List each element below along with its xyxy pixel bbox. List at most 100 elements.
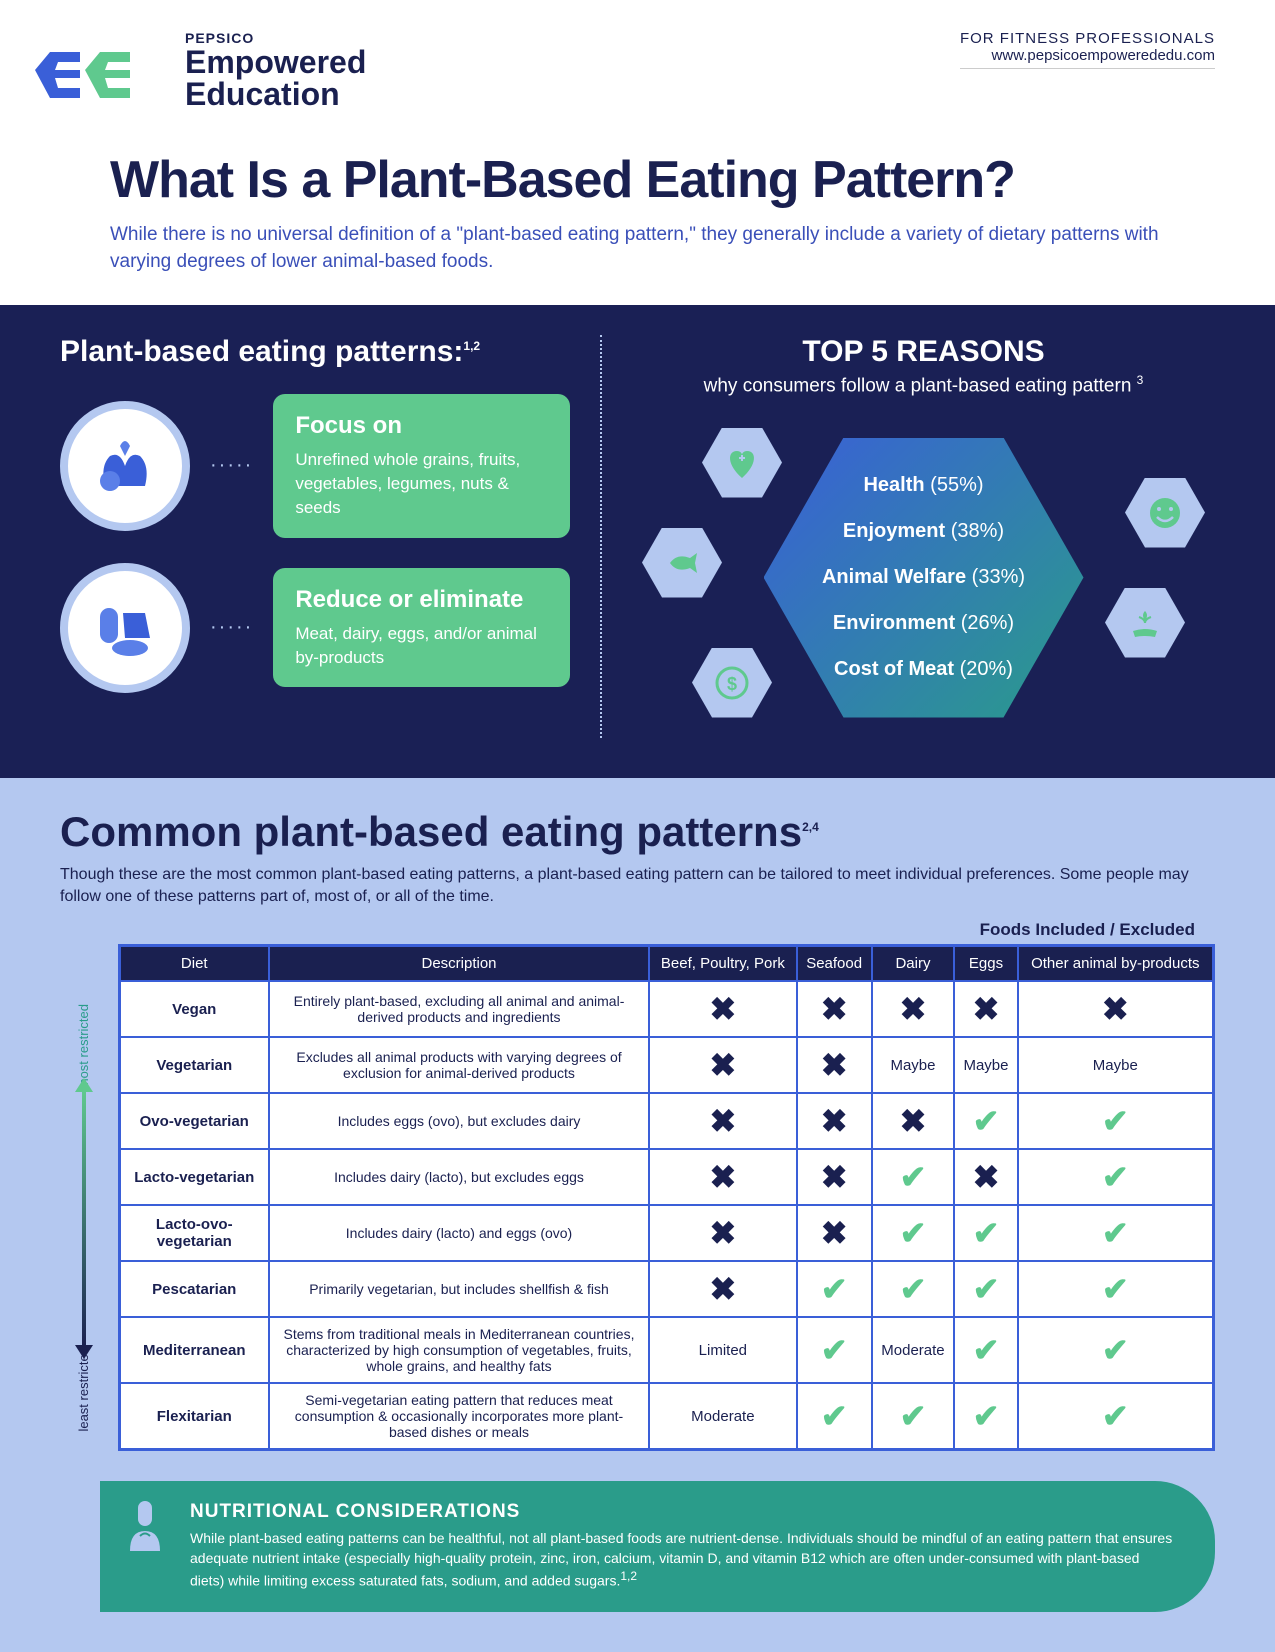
mark-cell: ✔	[872, 1205, 955, 1261]
focus-title: Focus on	[295, 412, 548, 440]
mark-cell: ✖	[797, 1205, 872, 1261]
mark-cell: ✔	[1018, 1317, 1214, 1383]
mark-cell: ✖	[954, 981, 1017, 1037]
diet-desc-cell: Semi-vegetarian eating pattern that redu…	[269, 1383, 649, 1450]
reduce-title: Reduce or eliminate	[295, 586, 548, 614]
header-url: www.pepsicoempowerededu.com	[960, 47, 1215, 64]
diet-desc-cell: Includes eggs (ovo), but excludes dairy	[269, 1093, 649, 1149]
table-header: Other animal by-products	[1018, 946, 1214, 982]
mark-cell: ✖	[649, 1149, 797, 1205]
table-header: Description	[269, 946, 649, 982]
light-section: Common plant-based eating patterns2,4 Th…	[0, 778, 1275, 1652]
reduce-row: ····· Reduce or eliminate Meat, dairy, e…	[60, 563, 570, 693]
mark-cell: ✔	[872, 1149, 955, 1205]
diet-desc-cell: Excludes all animal products with varyin…	[269, 1037, 649, 1093]
mark-cell: Moderate	[649, 1383, 797, 1450]
mark-cell: ✔	[1018, 1149, 1214, 1205]
top5-title: TOP 5 REASONS	[632, 335, 1215, 369]
nutrition-icon	[120, 1496, 170, 1556]
mark-cell: ✖	[797, 1093, 872, 1149]
table-row: VeganEntirely plant-based, excluding all…	[119, 981, 1214, 1037]
table-header: Beef, Poultry, Pork	[649, 946, 797, 982]
diet-name-cell: Mediterranean	[119, 1317, 269, 1383]
table-row: FlexitarianSemi-vegetarian eating patter…	[119, 1383, 1214, 1450]
reason-welfare: Animal Welfare (33%)	[764, 566, 1084, 589]
common-desc: Though these are the most common plant-b…	[60, 864, 1215, 909]
reason-health: Health (55%)	[764, 474, 1084, 497]
mark-cell: Maybe	[1018, 1037, 1214, 1093]
table-row: VegetarianExcludes all animal products w…	[119, 1037, 1214, 1093]
mark-cell: ✔	[954, 1317, 1017, 1383]
animal-products-icon	[60, 563, 190, 693]
mark-cell: ✖	[649, 1093, 797, 1149]
diet-desc-cell: Includes dairy (lacto) and eggs (ovo)	[269, 1205, 649, 1261]
table-row: PescatarianPrimarily vegetarian, but inc…	[119, 1261, 1214, 1317]
callout-title: NUTRITIONAL CONSIDERATIONS	[190, 1501, 1175, 1523]
diet-desc-cell: Stems from traditional meals in Mediterr…	[269, 1317, 649, 1383]
heart-icon	[702, 428, 782, 498]
brand-line1: Empowered	[185, 46, 366, 78]
diet-name-cell: Vegan	[119, 981, 269, 1037]
table-row: Ovo-vegetarianIncludes eggs (ovo), but e…	[119, 1093, 1214, 1149]
table-header: Diet	[119, 946, 269, 982]
mark-cell: ✖	[797, 981, 872, 1037]
mark-cell: ✔	[1018, 1261, 1214, 1317]
callout-text: While plant-based eating patterns can be…	[190, 1529, 1175, 1591]
diet-name-cell: Flexitarian	[119, 1383, 269, 1450]
table-row: MediterraneanStems from traditional meal…	[119, 1317, 1214, 1383]
mark-cell: ✖	[1018, 981, 1214, 1037]
diet-name-cell: Lacto-ovo-vegetarian	[119, 1205, 269, 1261]
vertical-divider	[600, 335, 602, 737]
mark-cell: ✔	[954, 1093, 1017, 1149]
table-header: Dairy	[872, 946, 955, 982]
arrow-bottom-label: least restricted	[76, 1347, 91, 1432]
mark-cell: ✔	[797, 1317, 872, 1383]
mark-cell: Maybe	[872, 1037, 955, 1093]
diet-desc-cell: Primarily vegetarian, but includes shell…	[269, 1261, 649, 1317]
subtitle: While there is no universal definition o…	[110, 222, 1165, 275]
audience-label: FOR FITNESS PROFESSIONALS	[960, 30, 1215, 47]
mark-cell: ✖	[872, 981, 955, 1037]
reason-enjoyment: Enjoyment (38%)	[764, 520, 1084, 543]
nutritional-callout: NUTRITIONAL CONSIDERATIONS While plant-b…	[100, 1481, 1215, 1611]
dots-connector: ·····	[210, 616, 253, 639]
diet-table: DietDescriptionBeef, Poultry, PorkSeafoo…	[118, 944, 1216, 1451]
logo-area: PEPSICO Empowered Education	[30, 30, 366, 110]
diet-desc-cell: Includes dairy (lacto), but excludes egg…	[269, 1149, 649, 1205]
title-section: What Is a Plant-Based Eating Pattern? Wh…	[0, 130, 1275, 305]
produce-icon	[60, 401, 190, 531]
reason-cost: Cost of Meat (20%)	[764, 658, 1084, 681]
mark-cell: ✔	[1018, 1383, 1214, 1450]
logo-icon	[30, 40, 170, 100]
mark-cell: ✔	[872, 1383, 955, 1450]
reduce-text: Meat, dairy, eggs, and/or animal by-prod…	[295, 622, 548, 670]
dots-connector: ·····	[210, 454, 253, 477]
focus-box: Focus on Unrefined whole grains, fruits,…	[273, 394, 570, 537]
mark-cell: ✔	[954, 1383, 1017, 1450]
reduce-box: Reduce or eliminate Meat, dairy, eggs, a…	[273, 568, 570, 688]
mark-cell: ✔	[954, 1261, 1017, 1317]
focus-row: ····· Focus on Unrefined whole grains, f…	[60, 394, 570, 537]
diet-name-cell: Lacto-vegetarian	[119, 1149, 269, 1205]
mark-cell: ✖	[649, 981, 797, 1037]
table-header: Seafood	[797, 946, 872, 982]
mark-cell: ✖	[797, 1149, 872, 1205]
mark-cell: ✖	[649, 1037, 797, 1093]
reason-environment: Environment (26%)	[764, 612, 1084, 635]
header: PEPSICO Empowered Education FOR FITNESS …	[0, 0, 1275, 130]
plant-hand-icon	[1105, 588, 1185, 658]
header-right: FOR FITNESS PROFESSIONALS www.pepsicoemp…	[960, 30, 1215, 69]
mark-cell: ✔	[872, 1261, 955, 1317]
focus-text: Unrefined whole grains, fruits, vegetabl…	[295, 448, 548, 519]
diet-name-cell: Pescatarian	[119, 1261, 269, 1317]
mark-cell: ✖	[954, 1149, 1017, 1205]
patterns-heading: Plant-based eating patterns:1,2	[60, 335, 570, 369]
fish-icon	[642, 528, 722, 598]
smile-icon	[1125, 478, 1205, 548]
mark-cell: ✖	[872, 1093, 955, 1149]
dollar-icon: $	[692, 648, 772, 718]
main-title: What Is a Plant-Based Eating Pattern?	[110, 150, 1165, 210]
mark-cell: ✔	[1018, 1093, 1214, 1149]
mark-cell: ✔	[797, 1261, 872, 1317]
mark-cell: ✖	[649, 1261, 797, 1317]
